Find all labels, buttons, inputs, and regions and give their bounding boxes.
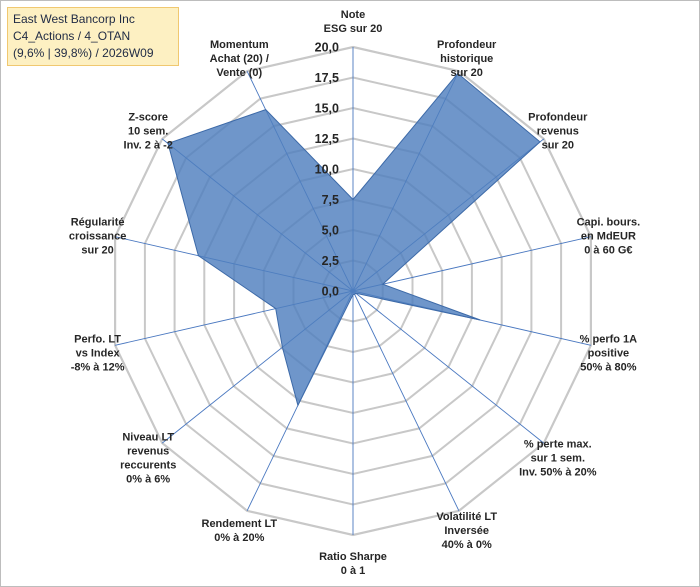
axis-label-line: Rendement LT [202,518,278,530]
tick-label: 20,0 [315,41,339,55]
tick-layer: 0,0 2,5 5,0 7,5 10,0 12,5 15,0 17,5 20,0 [315,41,339,299]
tick-label: 15,0 [315,102,339,116]
axis-label-line: % perte max. [524,438,592,450]
title-period: (9,6% | 39,8%) / 2026W09 [13,46,154,60]
axis-label: Capi. bours. en MdEUR 0 à 60 G€ [577,217,641,257]
tick-label: 17,5 [315,71,339,85]
axis-label-line: Profondeur [437,39,497,51]
axis-label: Profondeur historique sur 20 [437,39,497,79]
axis-label-line: % perfo 1A [580,333,638,345]
axis-label-line: Volatilité LT [436,511,497,523]
tick-label: 7,5 [322,193,339,207]
axis-label-line: sur 20 [450,67,482,79]
axis-label-line: Perfo. LT [74,333,121,345]
axis-label-line: 10 sem. [128,126,168,138]
tick-label: 10,0 [315,163,339,177]
axis-label-line: revenus [537,126,579,138]
axis-label: Perfo. LT vs Index -8% à 12% [71,333,125,373]
axis-label-line: Note [341,9,365,21]
axis-label-line: Momentum [210,39,269,51]
axis-label: Régularité croissance sur 20 [69,217,126,257]
axis-label: Volatilité LT Inversée 40% à 0% [436,511,497,551]
title-box: East West Bancorp Inc C4_Actions / 4_OTA… [7,7,179,66]
axis-label-line: reccurents [120,459,176,471]
axis-label-line: -8% à 12% [71,361,125,373]
axis-label-line: Z-score [128,112,168,124]
axis-label-line: Régularité [71,217,125,229]
axis-label: % perfo 1A positive 50% à 80% [580,333,638,373]
axis-label-line: sur 20 [542,140,574,152]
axis-label-line: Inv. 2 à -2 [124,140,173,152]
axis-label-line: revenus [127,445,169,457]
title-company: East West Bancorp Inc [13,12,135,26]
axis-label: Momentum Achat (20) / Vente (0) [210,39,269,79]
axis-label-line: Capi. bours. [577,217,641,229]
axis-label: % perte max. sur 1 sem. Inv. 50% à 20% [519,438,597,478]
title-category: C4_Actions / 4_OTAN [13,29,131,43]
axis-label-line: Inv. 50% à 20% [519,466,597,478]
axis-label-line: 0% à 6% [126,473,170,485]
axis-spoke [352,290,460,511]
axis-label: Note ESG sur 20 [324,9,383,35]
axis-label-line: en MdEUR [581,231,636,243]
axis-label-line: Niveau LT [122,431,174,443]
tick-label: 12,5 [315,132,339,146]
axis-label-line: 0 à 1 [341,565,365,577]
axis-label-line: croissance [69,231,126,243]
tick-label: 0,0 [322,285,339,299]
axis-label-line: positive [588,347,630,359]
axis-label-line: historique [440,53,493,65]
axis-label-line: 0% à 20% [214,532,264,544]
axis-label-line: Vente (0) [216,67,262,79]
axis-label: Niveau LT revenus reccurents 0% à 6% [120,431,176,485]
axis-label-line: 0 à 60 G€ [584,245,632,257]
axis-label-line: ESG sur 20 [324,23,383,35]
series-area [167,72,541,407]
axis-label-layer: Note ESG sur 20 Profondeur historique sur 20… [69,9,640,577]
axis-label-line: 40% à 0% [442,539,492,551]
axis-spoke [352,290,545,444]
axis-label-line: Ratio Sharpe [319,551,387,563]
tick-label: 5,0 [322,224,339,238]
axis-label-line: 50% à 80% [580,361,636,373]
axis-label-line: vs Index [76,347,121,359]
axis-label: Z-score 10 sem. Inv. 2 à -2 [124,112,173,152]
tick-label: 2,5 [322,254,339,268]
axis-label-line: sur 1 sem. [531,452,585,464]
axis-label-line: Achat (20) / [210,53,269,65]
axis-label: Ratio Sharpe 0 à 1 [319,551,387,577]
axis-label-line: sur 20 [81,245,113,257]
axis-label-line: Inversée [444,525,489,537]
data-layer [167,72,541,407]
axis-label-line: Profondeur [528,112,588,124]
axis-label: Profondeur revenus sur 20 [528,112,588,152]
axis-spoke [352,236,592,292]
axis-label: Rendement LT 0% à 20% [202,518,278,544]
